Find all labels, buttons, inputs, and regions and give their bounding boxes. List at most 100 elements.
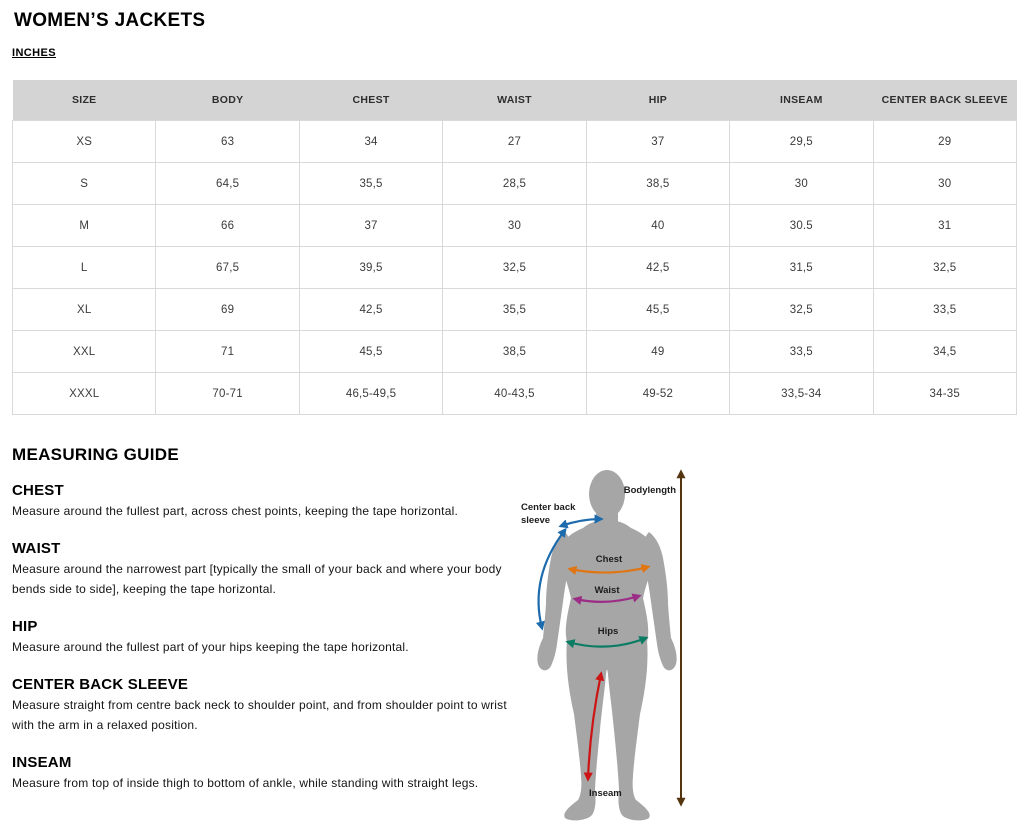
measurement-cell: 38,5 [585, 162, 731, 205]
size-cell: L [11, 246, 157, 289]
measurement-cell: 42,5 [298, 288, 444, 331]
guide-section-text: Measure around the fullest part, across … [12, 504, 458, 518]
size-cell: XXL [11, 330, 157, 373]
measurement-cell: 46,5-49,5 [298, 372, 444, 415]
column-header-inseam: INSEAM [729, 80, 874, 121]
measurement-cell: 30 [442, 204, 587, 247]
measurement-cell: 29,5 [729, 120, 874, 163]
measurement-cell: 39,5 [298, 246, 444, 289]
table-row: XXXL 70-71 46,5-49,5 40-43,5 49-52 33,5-34 34-… [11, 372, 1018, 415]
size-cell: XL [11, 288, 157, 331]
table-row: XL 69 42,5 35,5 45,5 32,5 33,5 [11, 288, 1018, 331]
measuring-guide-title: MEASURING GUIDE [12, 445, 179, 464]
measurement-cell: 66 [155, 204, 300, 247]
chest-arrow [567, 564, 651, 575]
measurement-cell: 32,5 [442, 246, 587, 289]
measurement-cell: 63 [155, 120, 300, 163]
measurement-cell: 35,5 [442, 288, 587, 331]
guide-section-heading: CENTER BACK SLEEVE [12, 676, 189, 693]
guide-section-heading: CHEST [12, 482, 64, 499]
center-back-arrow [558, 514, 604, 529]
silhouette-right-leg [607, 640, 650, 821]
size-table-head: SIZE BODY CHEST WAIST HIP INSEAM CENTER … [12, 80, 1017, 121]
size-cell: M [11, 204, 157, 247]
inseam-label: Inseam [589, 788, 622, 799]
silhouette-right-arm [642, 532, 677, 671]
inseam-arrow [583, 671, 605, 782]
table-row: XS 63 34 27 37 29,5 29 [11, 120, 1018, 163]
measurement-cell: 71 [155, 330, 300, 373]
measurement-cell: 30 [872, 162, 1018, 205]
size-cell: XS [11, 120, 157, 163]
table-row: L 67,5 39,5 32,5 42,5 31,5 32,5 [11, 246, 1018, 289]
measurement-cell: 34-35 [872, 372, 1018, 415]
column-header-waist: WAIST [442, 80, 587, 121]
waist-arrow [572, 593, 642, 605]
guide-section-text: Measure straight from centre back neck t… [12, 698, 507, 732]
measurement-cell: 27 [442, 120, 587, 163]
table-row: S 64,5 35,5 28,5 38,5 30 30 [11, 162, 1018, 205]
guide-section-text: Measure around the fullest part of your … [12, 640, 409, 654]
waist-label: Waist [595, 585, 621, 596]
measurement-cell: 34,5 [872, 330, 1018, 373]
column-header-center-back-sleeve: CENTER BACK SLEEVE [873, 80, 1017, 121]
measurement-cell: 31,5 [729, 246, 874, 289]
column-header-chest: CHEST [299, 80, 443, 121]
measurement-cell: 32,5 [729, 288, 874, 331]
guide-section-heading: INSEAM [12, 754, 72, 771]
bodylength-label: Bodylength [624, 485, 676, 496]
guide-section-text: Measure around the narrowest part [typic… [12, 562, 502, 596]
guide-section-heading: WAIST [12, 540, 61, 557]
guide-section-chest: CHEST Measure around the fullest part, a… [12, 483, 517, 521]
table-header-row: SIZE BODY CHEST WAIST HIP INSEAM CENTER … [12, 80, 1017, 121]
measurement-cell: 40-43,5 [442, 372, 587, 415]
column-header-hip: HIP [586, 80, 730, 121]
size-table-body: XS 63 34 27 37 29,5 29 S 64,5 35,5 28,5 38,5 30 30 M 66… [11, 120, 1018, 415]
guide-section-heading: HIP [12, 618, 38, 635]
size-cell: S [11, 162, 157, 205]
measurement-cell: 49-52 [585, 372, 731, 415]
hips-arrow [565, 636, 649, 649]
measurement-cell: 30.5 [729, 204, 874, 247]
guide-section-waist: WAIST Measure around the narrowest part … [12, 541, 517, 599]
measurement-cell: 45,5 [298, 330, 444, 373]
measurement-cell: 35,5 [298, 162, 444, 205]
measurement-cell: 42,5 [585, 246, 731, 289]
body-silhouette [537, 470, 677, 821]
measurement-cell: 34 [298, 120, 444, 163]
measurement-cell: 37 [585, 120, 731, 163]
measurement-cell: 32,5 [872, 246, 1018, 289]
guide-section-center-back-sleeve: CENTER BACK SLEEVE Measure straight from… [12, 677, 517, 735]
measurement-cell: 49 [585, 330, 731, 373]
measurement-cell: 29 [872, 120, 1018, 163]
column-header-size: SIZE [12, 80, 156, 121]
chest-label: Chest [596, 554, 623, 565]
measurement-cell: 67,5 [155, 246, 300, 289]
measuring-diagram: Bodylength Center back sleeve Chest Wais… [521, 469, 686, 821]
guide-section-text: Measure from top of inside thigh to bott… [12, 776, 479, 790]
center-back-sleeve-label-line2: sleeve [521, 515, 550, 526]
column-header-body: BODY [155, 80, 300, 121]
measurement-cell: 69 [155, 288, 300, 331]
measurement-cell: 38,5 [442, 330, 587, 373]
guide-section-hip: HIP Measure around the fullest part of y… [12, 619, 517, 657]
center-back-sleeve-label-line1: Center back [521, 502, 576, 513]
measurement-cell: 64,5 [155, 162, 300, 205]
table-row: M 66 37 30 40 30.5 31 [11, 204, 1018, 247]
table-row: XXL 71 45,5 38,5 49 33,5 34,5 [11, 330, 1018, 373]
size-chart-table: SIZE BODY CHEST WAIST HIP INSEAM CENTER … [11, 80, 1018, 415]
measurement-cell: 45,5 [585, 288, 731, 331]
hips-label: Hips [598, 626, 619, 637]
guide-section-inseam: INSEAM Measure from top of inside thigh … [12, 755, 517, 793]
size-chart-page: WOMEN’S JACKETS INCHES SIZE BODY CHEST W… [0, 10, 1024, 823]
measurement-cell: 37 [298, 204, 444, 247]
measurement-cell: 33,5-34 [729, 372, 874, 415]
measurement-cell: 31 [872, 204, 1018, 247]
units-toggle-link[interactable]: INCHES [12, 47, 56, 59]
measurement-cell: 33,5 [872, 288, 1018, 331]
measurement-cell: 70-71 [155, 372, 300, 415]
sleeve-arrow [535, 527, 567, 631]
size-cell: XXXL [11, 372, 157, 415]
page-title: WOMEN’S JACKETS [14, 10, 206, 31]
measurement-cell: 33,5 [729, 330, 874, 373]
